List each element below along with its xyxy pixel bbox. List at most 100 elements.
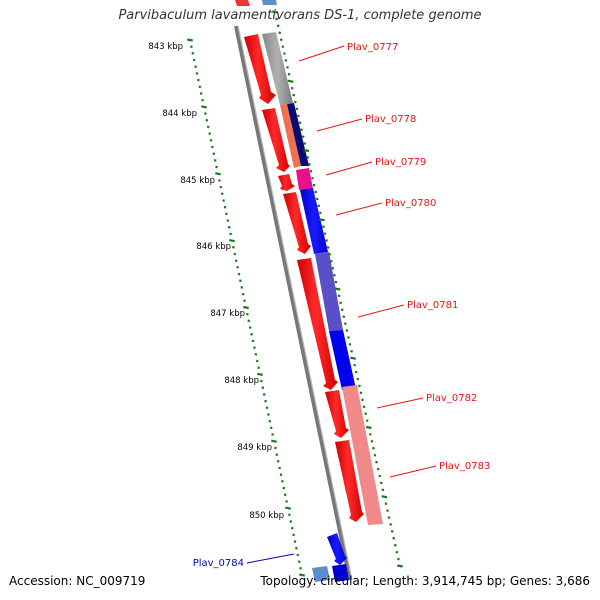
feature-tick xyxy=(283,52,286,55)
feature-tick xyxy=(393,543,397,547)
feature-tick xyxy=(309,169,313,173)
ruler-tick xyxy=(275,453,279,456)
feature-tick xyxy=(281,45,285,48)
feature-tick xyxy=(395,550,399,554)
feature-tick xyxy=(384,502,388,505)
feature-tick xyxy=(345,329,349,332)
feature-tick xyxy=(358,384,361,388)
feature-tick xyxy=(390,530,394,533)
backbone xyxy=(234,25,353,581)
feature-tick xyxy=(370,440,374,443)
gene-label-plav-0779[interactable]: Plav_0779 xyxy=(375,157,426,168)
ruler-tick xyxy=(204,112,207,115)
ruler-tick xyxy=(257,372,263,376)
gene-arrow-plav-0777[interactable] xyxy=(244,34,276,104)
feature-tick xyxy=(340,308,344,312)
gene-label-plav-0782[interactable]: Plav_0782 xyxy=(426,393,477,404)
gene-arrow-plav-0779[interactable] xyxy=(278,174,295,191)
ruler-tick xyxy=(248,326,252,329)
gene-arrow-plav-0781[interactable] xyxy=(297,258,338,390)
feature-track xyxy=(262,32,383,582)
feature-tick xyxy=(389,523,393,526)
gene-labels: Plav_0777 Plav_0778 Plav_0779 Plav_0780 … xyxy=(193,42,491,569)
ruler-tick xyxy=(243,305,249,310)
ruler-tick xyxy=(261,386,265,390)
gene-arrow-plav-0784[interactable] xyxy=(327,533,347,565)
feature-tick xyxy=(284,59,288,62)
ruler-tick xyxy=(271,439,277,443)
forward-strand-genes xyxy=(244,34,364,565)
ruler-labels: 843 kbp 844 kbp 845 kbp 846 kbp 847 kbp … xyxy=(148,42,284,521)
feature-tick xyxy=(365,425,372,430)
ruler-label-848: 848 kbp xyxy=(224,376,259,386)
feature-tick xyxy=(339,301,343,305)
feature-tick xyxy=(272,10,278,14)
feature-tick xyxy=(381,488,385,492)
ruler-tick xyxy=(206,125,210,129)
ruler-label-843: 843 kbp xyxy=(148,42,183,52)
ruler-tick xyxy=(239,279,242,283)
feature-tick xyxy=(278,31,282,35)
feature-tick xyxy=(359,391,363,395)
gene-arrow-plav-0778[interactable] xyxy=(262,108,290,172)
feature-tick xyxy=(295,107,299,111)
feature-tick xyxy=(326,246,330,249)
feature-tick xyxy=(381,495,388,499)
ruler-tick xyxy=(236,266,239,269)
feature-tick xyxy=(314,190,318,194)
ruler-tick xyxy=(299,573,305,577)
gene-label-plav-0783[interactable]: Plav_0783 xyxy=(439,461,490,472)
feature-tick xyxy=(375,460,378,464)
accession-text: Accession: NC_009719 xyxy=(9,574,146,588)
ruler-tick xyxy=(250,332,253,336)
feature-tick xyxy=(308,163,311,166)
feature-tick xyxy=(350,356,357,360)
gene-arrow-plav-0783[interactable] xyxy=(335,440,364,522)
ruler-tick xyxy=(247,319,251,323)
gene-label-plav-0777[interactable]: Plav_0777 xyxy=(347,42,398,53)
feature-tick xyxy=(293,100,297,104)
ruler-track xyxy=(187,38,305,577)
ruler-tick xyxy=(281,480,284,483)
tick-track-right xyxy=(272,10,403,568)
feature-tick xyxy=(333,273,336,277)
gene-label-plav-0778[interactable]: Plav_0778 xyxy=(365,114,416,125)
ruler-tick xyxy=(253,346,256,349)
feature-tick xyxy=(334,287,341,291)
ruler-label-850: 850 kbp xyxy=(249,511,284,521)
feature-tick xyxy=(276,24,280,28)
feature-tick xyxy=(353,363,357,367)
ruler-tick xyxy=(269,426,273,430)
ruler-tick xyxy=(215,172,221,176)
gene-label-plav-0781[interactable]: Plav_0781 xyxy=(407,300,458,311)
gene-label-plav-0780[interactable]: Plav_0780 xyxy=(385,198,436,209)
ruler-tick xyxy=(229,232,232,236)
ruler-tick xyxy=(218,179,221,182)
ruler-tick xyxy=(229,239,235,243)
feature-tick xyxy=(318,218,325,222)
map-title: Parvibaculum lavamentivorans DS-1, compl… xyxy=(118,8,482,23)
ruler-tick xyxy=(194,65,197,69)
gene-label-plav-0784[interactable]: Plav_0784 xyxy=(193,558,244,569)
top-partial-features xyxy=(235,0,277,6)
ruler-tick xyxy=(285,506,291,510)
feature-tick xyxy=(306,156,310,159)
gene-arrow-plav-0782[interactable] xyxy=(325,390,349,438)
ruler-tick xyxy=(192,58,196,62)
gene-arrow-plav-0780[interactable] xyxy=(283,192,311,254)
ruler-tick xyxy=(283,493,287,497)
ruler-tick xyxy=(274,446,277,450)
feature-tick xyxy=(303,142,307,145)
feature-tick xyxy=(356,377,360,381)
feature-tick xyxy=(362,405,366,409)
feature-tick xyxy=(376,467,380,471)
ruler-tick xyxy=(205,118,209,122)
ruler-tick xyxy=(215,165,218,169)
genome-summary-text: Topology: circular; Length: 3,914,745 bp… xyxy=(260,574,590,588)
ruler-tick xyxy=(227,225,231,229)
feature-tick xyxy=(343,322,347,325)
feature-tick xyxy=(364,412,368,415)
ruler-tick xyxy=(293,540,297,543)
